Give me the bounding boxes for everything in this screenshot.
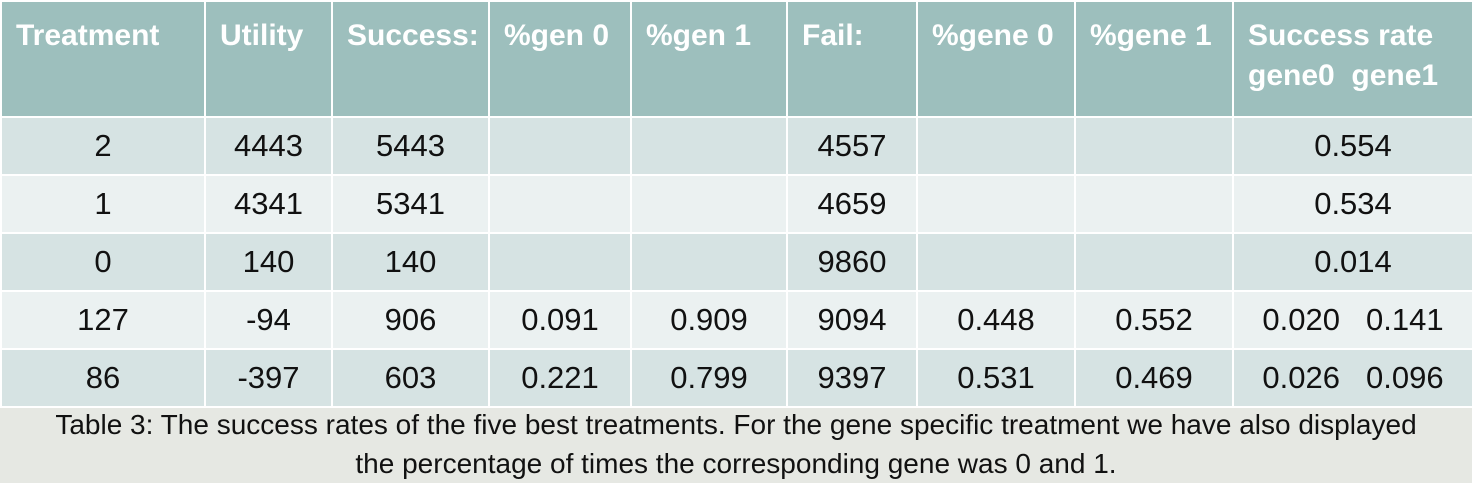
header-pct-gen-0: %gen 0 bbox=[488, 0, 632, 118]
cell-pct-gene-1 bbox=[1074, 232, 1234, 292]
cell-pct-gene-1 bbox=[1074, 116, 1234, 176]
cell-treatment: 127 bbox=[0, 290, 206, 350]
header-success-rate: Success rate gene0 gene1 bbox=[1232, 0, 1472, 118]
results-table-container: Treatment Utility Success: %gen 0 %gen 1… bbox=[0, 0, 1472, 408]
cell-fail: 4557 bbox=[786, 116, 918, 176]
table-row: 2 4443 5443 4557 0.554 bbox=[0, 116, 1472, 176]
cell-utility: -94 bbox=[204, 290, 333, 350]
cell-utility: 4341 bbox=[204, 174, 333, 234]
cell-fail: 9860 bbox=[786, 232, 918, 292]
success-rate-gene1: 0.141 bbox=[1366, 302, 1444, 337]
success-rate-values: 0.014 bbox=[1314, 244, 1392, 280]
header-pct-gen-1: %gen 1 bbox=[630, 0, 788, 118]
header-treatment: Treatment bbox=[0, 0, 206, 118]
header-pct-gene-1: %gene 1 bbox=[1074, 0, 1234, 118]
cell-pct-gene-0: 0.448 bbox=[916, 290, 1076, 350]
cell-success-rate: 0.020 0.141 bbox=[1232, 290, 1472, 350]
success-rate-gene0: 0.020 bbox=[1262, 302, 1340, 337]
success-rate-gene0: 0.026 bbox=[1262, 360, 1340, 395]
cell-pct-gen-1 bbox=[630, 232, 788, 292]
header-fail: Fail: bbox=[786, 0, 918, 118]
cell-pct-gen-0 bbox=[488, 232, 632, 292]
cell-success: 906 bbox=[331, 290, 490, 350]
cell-success: 603 bbox=[331, 348, 490, 408]
cell-success: 5341 bbox=[331, 174, 490, 234]
cell-treatment: 2 bbox=[0, 116, 206, 176]
cell-success-rate: 0.554 bbox=[1232, 116, 1472, 176]
cell-pct-gen-1: 0.909 bbox=[630, 290, 788, 350]
table-row: 0 140 140 9860 0.014 bbox=[0, 232, 1472, 292]
table-row: 127 -94 906 0.091 0.909 9094 0.448 0.552… bbox=[0, 290, 1472, 350]
cell-fail: 9094 bbox=[786, 290, 918, 350]
cell-pct-gene-1: 0.552 bbox=[1074, 290, 1234, 350]
cell-pct-gen-1 bbox=[630, 174, 788, 234]
cell-treatment: 1 bbox=[0, 174, 206, 234]
success-rate-values: 0.020 0.141 bbox=[1262, 302, 1443, 338]
table-row: 1 4341 5341 4659 0.534 bbox=[0, 174, 1472, 234]
cell-utility: 4443 bbox=[204, 116, 333, 176]
success-rate-values: 0.026 0.096 bbox=[1262, 360, 1443, 396]
cell-success: 5443 bbox=[331, 116, 490, 176]
cell-utility: 140 bbox=[204, 232, 333, 292]
success-rate-value: 0.534 bbox=[1314, 186, 1392, 221]
cell-pct-gen-0 bbox=[488, 116, 632, 176]
success-rate-value: 0.014 bbox=[1314, 244, 1392, 279]
header-pct-gene-0: %gene 0 bbox=[916, 0, 1076, 118]
cell-pct-gene-0: 0.531 bbox=[916, 348, 1076, 408]
header-utility: Utility bbox=[204, 0, 333, 118]
cell-utility: -397 bbox=[204, 348, 333, 408]
table-caption: Table 3: The success rates of the five b… bbox=[0, 405, 1472, 483]
header-success-rate-line1: Success rate bbox=[1248, 19, 1434, 52]
cell-pct-gen-1: 0.799 bbox=[630, 348, 788, 408]
success-rate-gene1: 0.096 bbox=[1366, 360, 1444, 395]
cell-success-rate: 0.014 bbox=[1232, 232, 1472, 292]
cell-success: 140 bbox=[331, 232, 490, 292]
cell-success-rate: 0.026 0.096 bbox=[1232, 348, 1472, 408]
caption-line-2: the percentage of times the correspondin… bbox=[355, 448, 1117, 479]
success-rate-value: 0.554 bbox=[1314, 128, 1392, 163]
cell-pct-gen-0: 0.221 bbox=[488, 348, 632, 408]
cell-pct-gene-0 bbox=[916, 174, 1076, 234]
header-success-rate-line2: gene0 gene1 bbox=[1248, 59, 1439, 92]
results-table: Treatment Utility Success: %gen 0 %gen 1… bbox=[0, 0, 1472, 408]
cell-pct-gen-0: 0.091 bbox=[488, 290, 632, 350]
table-row: 86 -397 603 0.221 0.799 9397 0.531 0.469… bbox=[0, 348, 1472, 408]
header-row: Treatment Utility Success: %gen 0 %gen 1… bbox=[0, 0, 1472, 118]
success-rate-values: 0.534 bbox=[1314, 186, 1392, 222]
cell-fail: 4659 bbox=[786, 174, 918, 234]
cell-success-rate: 0.534 bbox=[1232, 174, 1472, 234]
header-success: Success: bbox=[331, 0, 490, 118]
cell-fail: 9397 bbox=[786, 348, 918, 408]
cell-pct-gene-1: 0.469 bbox=[1074, 348, 1234, 408]
cell-pct-gene-0 bbox=[916, 116, 1076, 176]
cell-pct-gen-0 bbox=[488, 174, 632, 234]
cell-treatment: 0 bbox=[0, 232, 206, 292]
cell-pct-gen-1 bbox=[630, 116, 788, 176]
cell-pct-gene-1 bbox=[1074, 174, 1234, 234]
cell-treatment: 86 bbox=[0, 348, 206, 408]
success-rate-values: 0.554 bbox=[1314, 128, 1392, 164]
caption-line-1: Table 3: The success rates of the five b… bbox=[55, 409, 1417, 440]
cell-pct-gene-0 bbox=[916, 232, 1076, 292]
